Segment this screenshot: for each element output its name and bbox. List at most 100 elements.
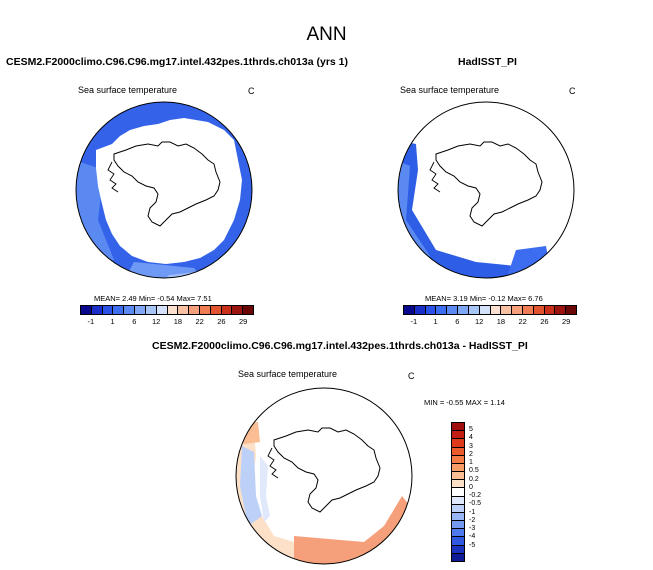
panel-1-colorbar-tick-label: -1 — [87, 317, 95, 326]
panel-3-colorbar-tick-label: 0.2 — [469, 475, 479, 483]
panel-1-colorbar-tick-label: 29 — [238, 317, 248, 326]
panel-3-colorbar-swatch — [452, 463, 464, 473]
panel-2-colorbar-swatch — [404, 306, 415, 314]
panel-2-colorbar-swatch — [414, 306, 426, 314]
panel-1-antarctica-outline — [113, 141, 221, 227]
panel-3-colorbar-tick-label: 0.5 — [469, 467, 479, 475]
panel-3-colorbar-swatch — [452, 521, 464, 530]
panel-1-colorbar-swatch — [189, 306, 200, 314]
panel-2-colorbar-swatch — [436, 306, 448, 314]
panel-3-colorbar-tick-label: -3 — [469, 525, 476, 533]
panel-2-colorbar-swatch — [512, 306, 523, 314]
panel-3-colorbar-swatch — [452, 529, 464, 538]
panel-3-colorbar-swatch — [452, 447, 464, 456]
panel-1-map-border — [75, 101, 253, 279]
panel-2-colorbar — [403, 305, 577, 315]
panel-1-colorbar-swatch — [221, 306, 233, 314]
panel-3-colorbar-tick-label: -4 — [469, 533, 476, 541]
panel-3-colorbar-tick-label: 4 — [469, 434, 473, 442]
panel-2-colorbar-swatch — [425, 306, 437, 314]
panel-1-colorbar-swatch — [145, 306, 157, 314]
panel-1-colorbar-swatch — [178, 306, 190, 314]
panel-1-colorbar-swatch — [135, 306, 146, 314]
panel-3-colorbar-swatch — [452, 439, 464, 448]
panel-2-colorbar-tick-label: 29 — [561, 317, 571, 326]
panel-2-colorbar-swatch — [522, 306, 534, 314]
panel-3-colorbar-tick-label: -2 — [469, 516, 476, 524]
panel-1-colorbar-swatch — [199, 306, 211, 314]
panel-1-colorbar-tick-label: 1 — [110, 317, 115, 326]
panel-2-colorbar-swatch — [501, 306, 513, 314]
panel-2-peninsula-outline — [429, 161, 441, 193]
panel-3-units: C — [408, 371, 415, 381]
panel-3-colorbar-swatch — [452, 472, 464, 481]
panel-3-colorbar-tick-label: 3 — [469, 442, 473, 450]
panel-3-colorbar-swatch — [452, 512, 464, 522]
panel-3-polar-map — [235, 387, 413, 565]
panel-3-colorbar-tick-label: 1 — [469, 459, 473, 467]
panel-3-colorbar — [451, 422, 465, 562]
panel-2-colorbar-swatch — [555, 306, 567, 314]
panel-1-title: CESM2.F2000climo.C96.C96.mg17.intel.432p… — [6, 56, 348, 68]
panel-3-stats: MIN = -0.55 MAX = 1.14 — [424, 398, 505, 407]
panel-3-colorbar-tick-label: -1 — [469, 508, 476, 516]
panel-3-colorbar-tick-label: 0 — [469, 483, 473, 491]
panel-1-colorbar-swatch — [167, 306, 179, 314]
panel-3-map-border — [235, 387, 413, 565]
panel-2-colorbar-swatch — [544, 306, 556, 314]
panel-2-map-border — [397, 101, 575, 279]
panel-1-colorbar-tick-label: 18 — [173, 317, 183, 326]
panel-3-colorbar-tick-label: 2 — [469, 450, 473, 458]
panel-2-antarctica-outline — [435, 141, 543, 227]
panel-3-colorbar-tick-label: -5 — [469, 541, 476, 549]
panel-2-title: HadISST_PI — [458, 56, 517, 68]
panel-3-colorbar-swatch — [452, 431, 464, 440]
panel-1-colorbar-swatch — [243, 306, 253, 314]
panel-1-colorbar-swatch — [156, 306, 168, 314]
panel-3-colorbar-tick-label: -0.5 — [469, 500, 482, 508]
panel-3-colorbar-swatch — [452, 496, 464, 505]
panel-2-stats: MEAN= 3.19 Min= -0.12 Max= 6.76 — [425, 294, 543, 303]
panel-2-colorbar-swatch — [468, 306, 480, 314]
panel-2-colorbar-swatch — [533, 306, 545, 314]
panel-2-colorbar-tick-label: 6 — [455, 317, 460, 326]
panel-1-colorbar — [80, 305, 254, 315]
panel-2-units: C — [569, 86, 576, 96]
panel-3-colorbar-tick-label: -0.2 — [469, 492, 482, 500]
panel-1-ice-mask — [96, 118, 242, 264]
panel-1-colorbar-tick-label: 22 — [195, 317, 204, 326]
panel-2-colorbar-ticks: -1 1 6 12 18 22 26 29 — [403, 317, 577, 327]
panel-2-colorbar-swatch — [490, 306, 502, 314]
panel-2-colorbar-tick-label: 1 — [433, 317, 438, 326]
panel-1-colorbar-swatch — [232, 306, 244, 314]
panel-1-variable-label: Sea surface temperature — [78, 85, 178, 95]
panel-1-stats: MEAN= 2.49 Min= -0.54 Max= 7.51 — [94, 294, 212, 303]
panel-2-colorbar-swatch — [479, 306, 491, 314]
panel-1-colorbar-swatch — [102, 306, 114, 314]
panel-3-colorbar-swatch — [452, 504, 464, 513]
panel-2-colorbar-swatch — [447, 306, 459, 314]
panel-3-peninsula-outline — [267, 447, 279, 479]
panel-2-colorbar-tick-label: -1 — [410, 317, 418, 326]
panel-1-units: C — [248, 86, 255, 96]
panel-1-colorbar-swatch — [113, 306, 125, 314]
panel-3-colorbar-swatch — [452, 537, 464, 546]
panel-2-variable-label: Sea surface temperature — [400, 85, 500, 95]
figure-title: ANN — [306, 24, 347, 45]
panel-3-colorbar-swatch — [452, 545, 464, 554]
panel-1-peninsula-outline — [107, 161, 119, 193]
panel-2-colorbar-tick-label: 18 — [496, 317, 506, 326]
panel-1-colorbar-swatch — [210, 306, 222, 314]
panel-2-colorbar-swatch — [458, 306, 469, 314]
panel-3-colorbar-ticks: 5 4 3 2 1 0.5 0.2 0 -0.2 -0.5 -1 -2 -3 -4 -5 — [469, 422, 499, 562]
panel-2-colorbar-tick-label: 26 — [540, 317, 549, 326]
panel-3-colorbar-swatch — [452, 488, 464, 497]
panel-3-antarctica-outline — [273, 427, 381, 513]
panel-2-colorbar-swatch — [566, 306, 576, 314]
panel-1-colorbar-ticks: -1 1 6 12 18 22 26 29 — [80, 317, 254, 327]
panel-3-colorbar-swatch — [452, 480, 464, 489]
panel-3-colorbar-swatch — [452, 553, 464, 561]
panel-3-colorbar-swatch — [452, 423, 464, 432]
panel-1-colorbar-swatch — [81, 306, 92, 314]
panel-2-colorbar-tick-label: 22 — [518, 317, 527, 326]
